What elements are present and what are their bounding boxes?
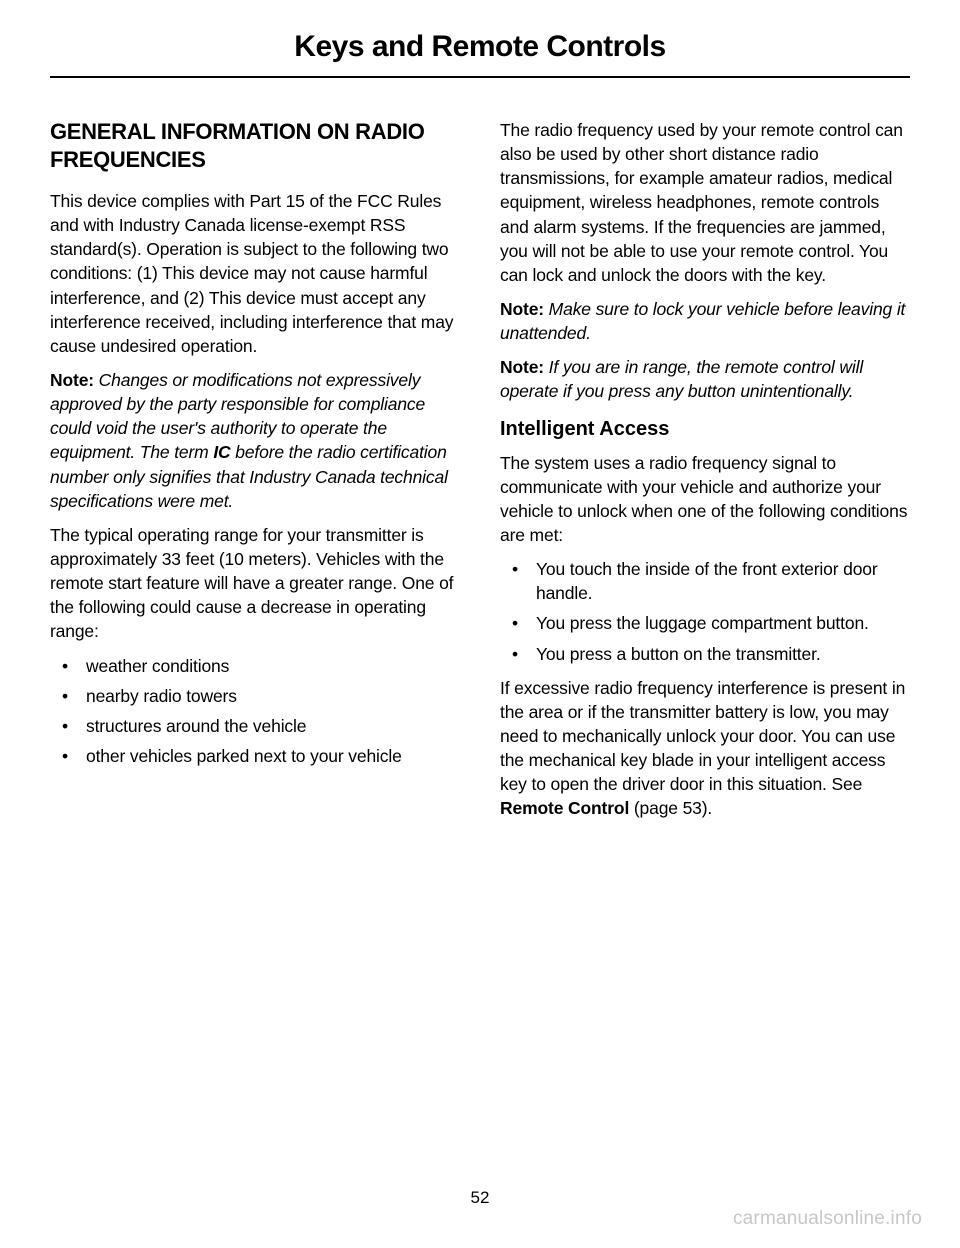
note-label: Note: bbox=[500, 299, 544, 319]
paragraph-text: (page 53). bbox=[629, 798, 712, 818]
bullet-list: weather conditions nearby radio towers s… bbox=[50, 654, 460, 769]
list-item: structures around the vehicle bbox=[50, 714, 460, 738]
watermark: carmanualsonline.info bbox=[733, 1208, 922, 1230]
paragraph: The radio frequency used by your remote … bbox=[500, 118, 910, 287]
paragraph: If excessive radio frequency interferenc… bbox=[500, 676, 910, 821]
note-label: Note: bbox=[500, 357, 544, 377]
list-item: You touch the inside of the front exteri… bbox=[500, 557, 910, 605]
page-header: Keys and Remote Controls bbox=[50, 30, 910, 78]
paragraph-text: If excessive radio frequency interferenc… bbox=[500, 678, 905, 795]
list-item: other vehicles parked next to your vehic… bbox=[50, 744, 460, 768]
note-text: Make sure to lock your vehicle before le… bbox=[500, 299, 905, 343]
section-heading-general-info: GENERAL INFORMATION ON RADIO FREQUENCIES bbox=[50, 118, 460, 173]
content-columns: GENERAL INFORMATION ON RADIO FREQUENCIES… bbox=[50, 118, 910, 831]
list-item: You press the luggage compartment button… bbox=[500, 611, 910, 635]
remote-control-ref: Remote Control bbox=[500, 798, 629, 818]
paragraph: The typical operating range for your tra… bbox=[50, 523, 460, 644]
paragraph: The system uses a radio frequency signal… bbox=[500, 451, 910, 548]
note-paragraph: Note: Make sure to lock your vehicle bef… bbox=[500, 297, 910, 345]
note-ic: IC bbox=[213, 442, 230, 462]
page-number: 52 bbox=[0, 1188, 960, 1208]
bullet-list: You touch the inside of the front exteri… bbox=[500, 557, 910, 666]
list-item: nearby radio towers bbox=[50, 684, 460, 708]
note-paragraph: Note: If you are in range, the remote co… bbox=[500, 355, 910, 403]
note-paragraph: Note: Changes or modifications not expre… bbox=[50, 368, 460, 513]
list-item: weather conditions bbox=[50, 654, 460, 678]
left-column: GENERAL INFORMATION ON RADIO FREQUENCIES… bbox=[50, 118, 460, 831]
list-item: You press a button on the transmitter. bbox=[500, 642, 910, 666]
right-column: The radio frequency used by your remote … bbox=[500, 118, 910, 831]
subheading-intelligent-access: Intelligent Access bbox=[500, 418, 910, 441]
note-text: If you are in range, the remote control … bbox=[500, 357, 863, 401]
paragraph: This device complies with Part 15 of the… bbox=[50, 189, 460, 358]
note-label: Note: bbox=[50, 370, 94, 390]
